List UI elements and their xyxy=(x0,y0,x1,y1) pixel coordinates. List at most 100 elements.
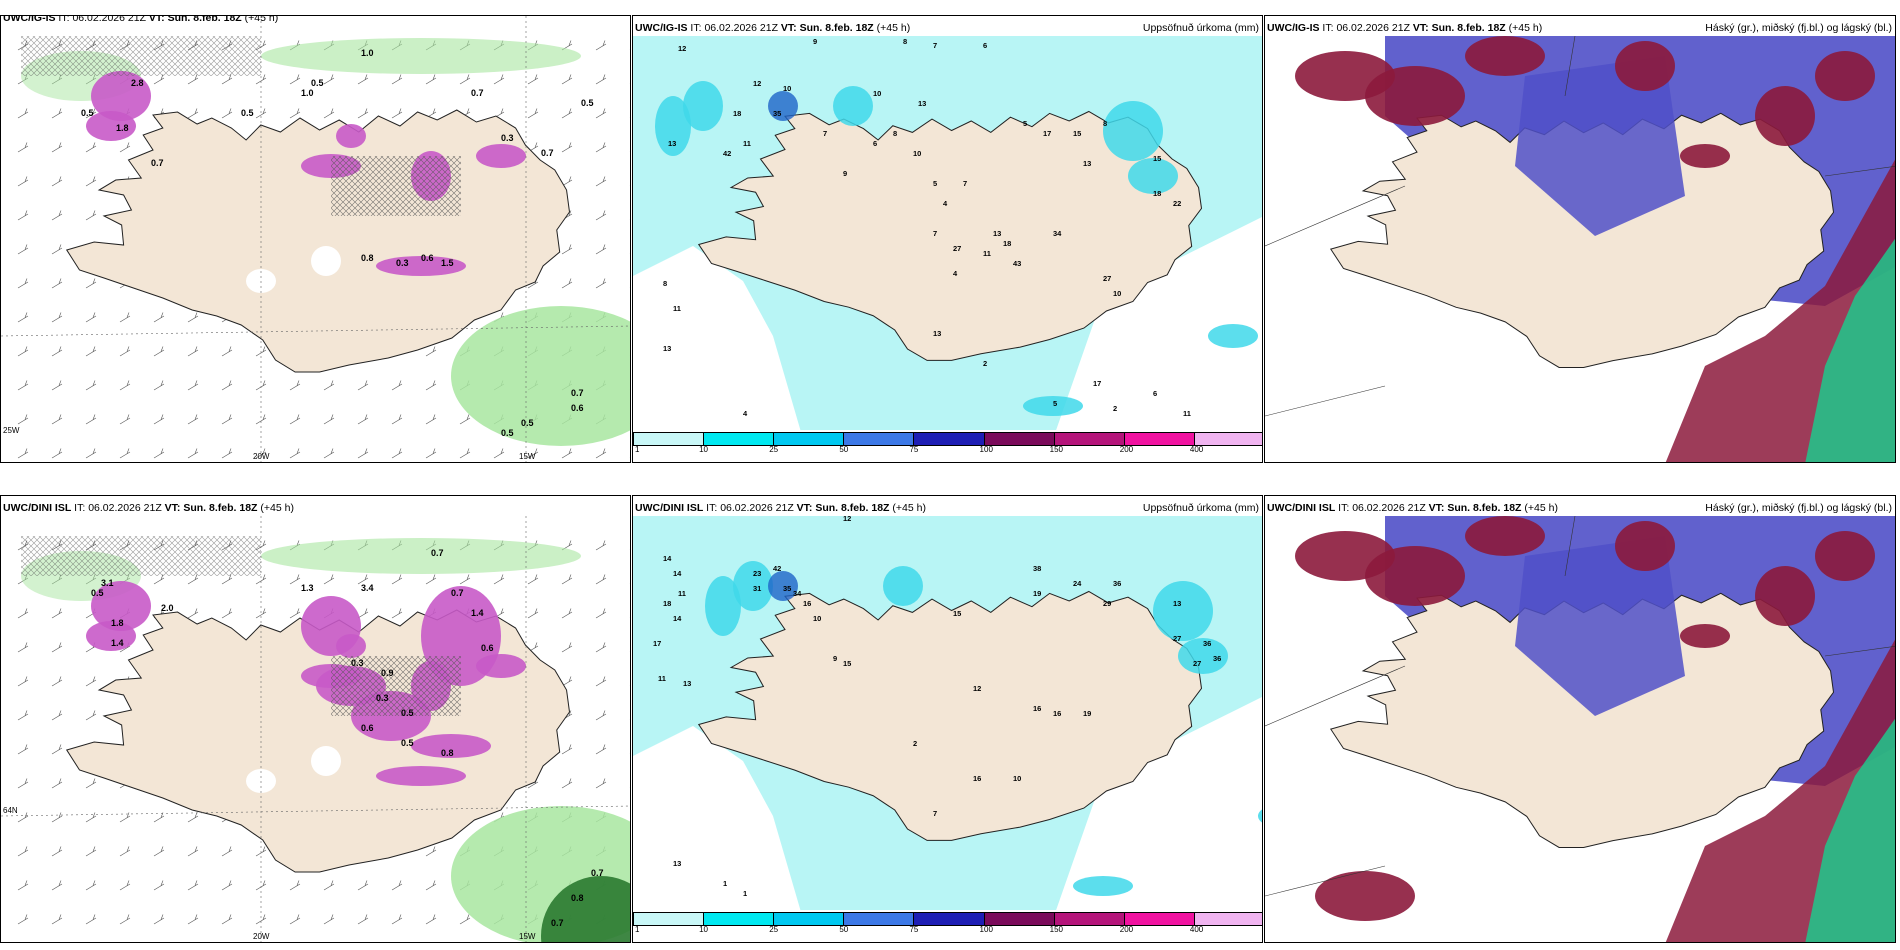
wind-barb xyxy=(357,914,369,925)
high-cloud-area xyxy=(1755,86,1815,146)
wind-barb xyxy=(85,278,97,289)
snow-patch xyxy=(86,621,136,651)
wind-barb xyxy=(187,846,199,857)
wind-barb xyxy=(629,719,630,720)
high-cloud-area xyxy=(1815,51,1875,101)
wind-barb xyxy=(85,448,97,459)
colorbar-tick: 75 xyxy=(909,445,919,454)
wind-barb xyxy=(51,278,63,289)
wind-barb xyxy=(425,914,437,925)
precip-value-label: 36 xyxy=(1213,654,1221,663)
wind-barb xyxy=(119,448,131,459)
wind-barb xyxy=(85,108,97,119)
wind-barb xyxy=(85,914,97,925)
snow-patch xyxy=(376,766,466,786)
wind-barb xyxy=(51,744,63,755)
wind-barb xyxy=(289,380,301,391)
iceland-coastline xyxy=(1329,592,1835,848)
low-cloud-band xyxy=(1805,718,1895,942)
wind-barb xyxy=(527,574,539,585)
precip-value-label: 17 xyxy=(1043,129,1051,138)
map-cloud-top xyxy=(1265,36,1895,462)
wind-barb xyxy=(51,312,63,323)
colorbar-tick: 75 xyxy=(909,925,919,934)
precip-mid-area xyxy=(1128,158,1178,194)
wind-barb xyxy=(323,914,335,925)
precip-value-label: 27 xyxy=(1103,274,1111,283)
wind-barb xyxy=(595,642,607,653)
wind-barb xyxy=(85,414,97,425)
snow-value-label: 3.1 xyxy=(101,578,114,588)
wind-barb xyxy=(629,151,630,152)
colorbar-segment xyxy=(703,912,775,926)
iceland-coastline xyxy=(697,110,1203,361)
colorbar-tick: 150 xyxy=(1049,445,1064,454)
colorbar-tick: 10 xyxy=(699,925,709,934)
precip-value-label: 14 xyxy=(673,569,682,578)
hatched-area xyxy=(21,536,261,576)
precip-colorbar: 1 10 25 50 75 100 150 200 400 xyxy=(633,430,1262,454)
snow-value-label: 0.8 xyxy=(441,748,454,758)
iceland-group xyxy=(1329,592,1835,848)
wind-barb xyxy=(629,787,630,788)
colorbar-segment xyxy=(843,432,915,446)
panel-header: UWC/DINI ISL IT: 06.02.2026 21Z VT: Sun.… xyxy=(1265,500,1895,516)
wind-barb xyxy=(221,448,233,459)
colorbar-tick: 1 xyxy=(635,925,640,934)
wind-barb xyxy=(629,923,630,924)
snow-value-label: 0.7 xyxy=(591,868,604,878)
wind-barb xyxy=(323,74,335,85)
wind-barb xyxy=(85,676,97,687)
wind-barb xyxy=(425,448,437,459)
white-area xyxy=(311,746,341,776)
precip-value-label: 12 xyxy=(678,44,686,53)
precip-value-label: 36 xyxy=(1113,579,1121,588)
precip-value-label: 17 xyxy=(653,639,661,648)
wind-barb xyxy=(51,210,63,221)
precip-mid-area xyxy=(1178,638,1228,674)
panel-top-right-cloud: UWC/IG-IS IT: 06.02.2026 21Z VT: Sun. 8.… xyxy=(1264,15,1896,463)
parallel xyxy=(1,805,630,817)
precip-colorbar: 1 10 25 50 75 100 150 200 400 xyxy=(633,910,1262,934)
map-snow-bottom: 3.1 2.0 1.8 1.4 0.5 1.3 3.4 0.7 0.7 1.4 0.6 0.3 0.9 0… xyxy=(1,516,630,942)
wind-barb xyxy=(17,642,29,653)
wind-barb xyxy=(323,414,335,425)
precip-value-label: 35 xyxy=(783,584,791,593)
lat-label: 64N xyxy=(3,806,18,815)
iceland-coastline xyxy=(1329,112,1835,368)
precip-value-label: 27 xyxy=(1193,659,1201,668)
wind-barb xyxy=(17,846,29,857)
dry-area xyxy=(633,246,803,439)
wind-barb xyxy=(595,108,607,119)
wind-barb xyxy=(561,574,573,585)
wind-barb xyxy=(629,219,630,220)
panel-field-title: Háský (gr.), miðský (fj.bl.) og lágský (… xyxy=(1705,22,1892,34)
snow-patch xyxy=(336,124,366,148)
wind-barb xyxy=(51,414,63,425)
wind-barb xyxy=(187,812,199,823)
snow-value-label: 0.6 xyxy=(421,253,434,263)
wind-barb xyxy=(17,676,29,687)
wind-barb xyxy=(221,846,233,857)
wind-barb xyxy=(357,448,369,459)
map-snow-top: 2.80.51.80.70.51.00.51.00.30.60.8 0.3 1.50… xyxy=(1,16,630,462)
wind-barb xyxy=(221,346,233,357)
hatched-area xyxy=(331,656,461,716)
wind-barb xyxy=(119,312,131,323)
snow-value-label: 0.3 xyxy=(501,133,514,143)
precip-value-label: 15 xyxy=(1073,129,1081,138)
panel-header: UWC/IG-IS IT: 06.02.2026 21Z VT: Sun. 8.… xyxy=(1265,20,1895,36)
high-cloud-area xyxy=(1365,546,1465,606)
wind-barb xyxy=(629,355,630,356)
wind-barb xyxy=(119,414,131,425)
wind-barb xyxy=(357,880,369,891)
snow-patch xyxy=(91,581,151,631)
wind-barb xyxy=(85,176,97,187)
precip-value-label: 11 xyxy=(673,304,681,313)
hatched-area xyxy=(331,156,461,216)
wind-barb xyxy=(357,608,369,619)
wind-barb xyxy=(391,608,403,619)
wind-barb xyxy=(493,448,505,459)
snow-value-label: 0.7 xyxy=(471,88,484,98)
wind-barb xyxy=(187,108,199,119)
